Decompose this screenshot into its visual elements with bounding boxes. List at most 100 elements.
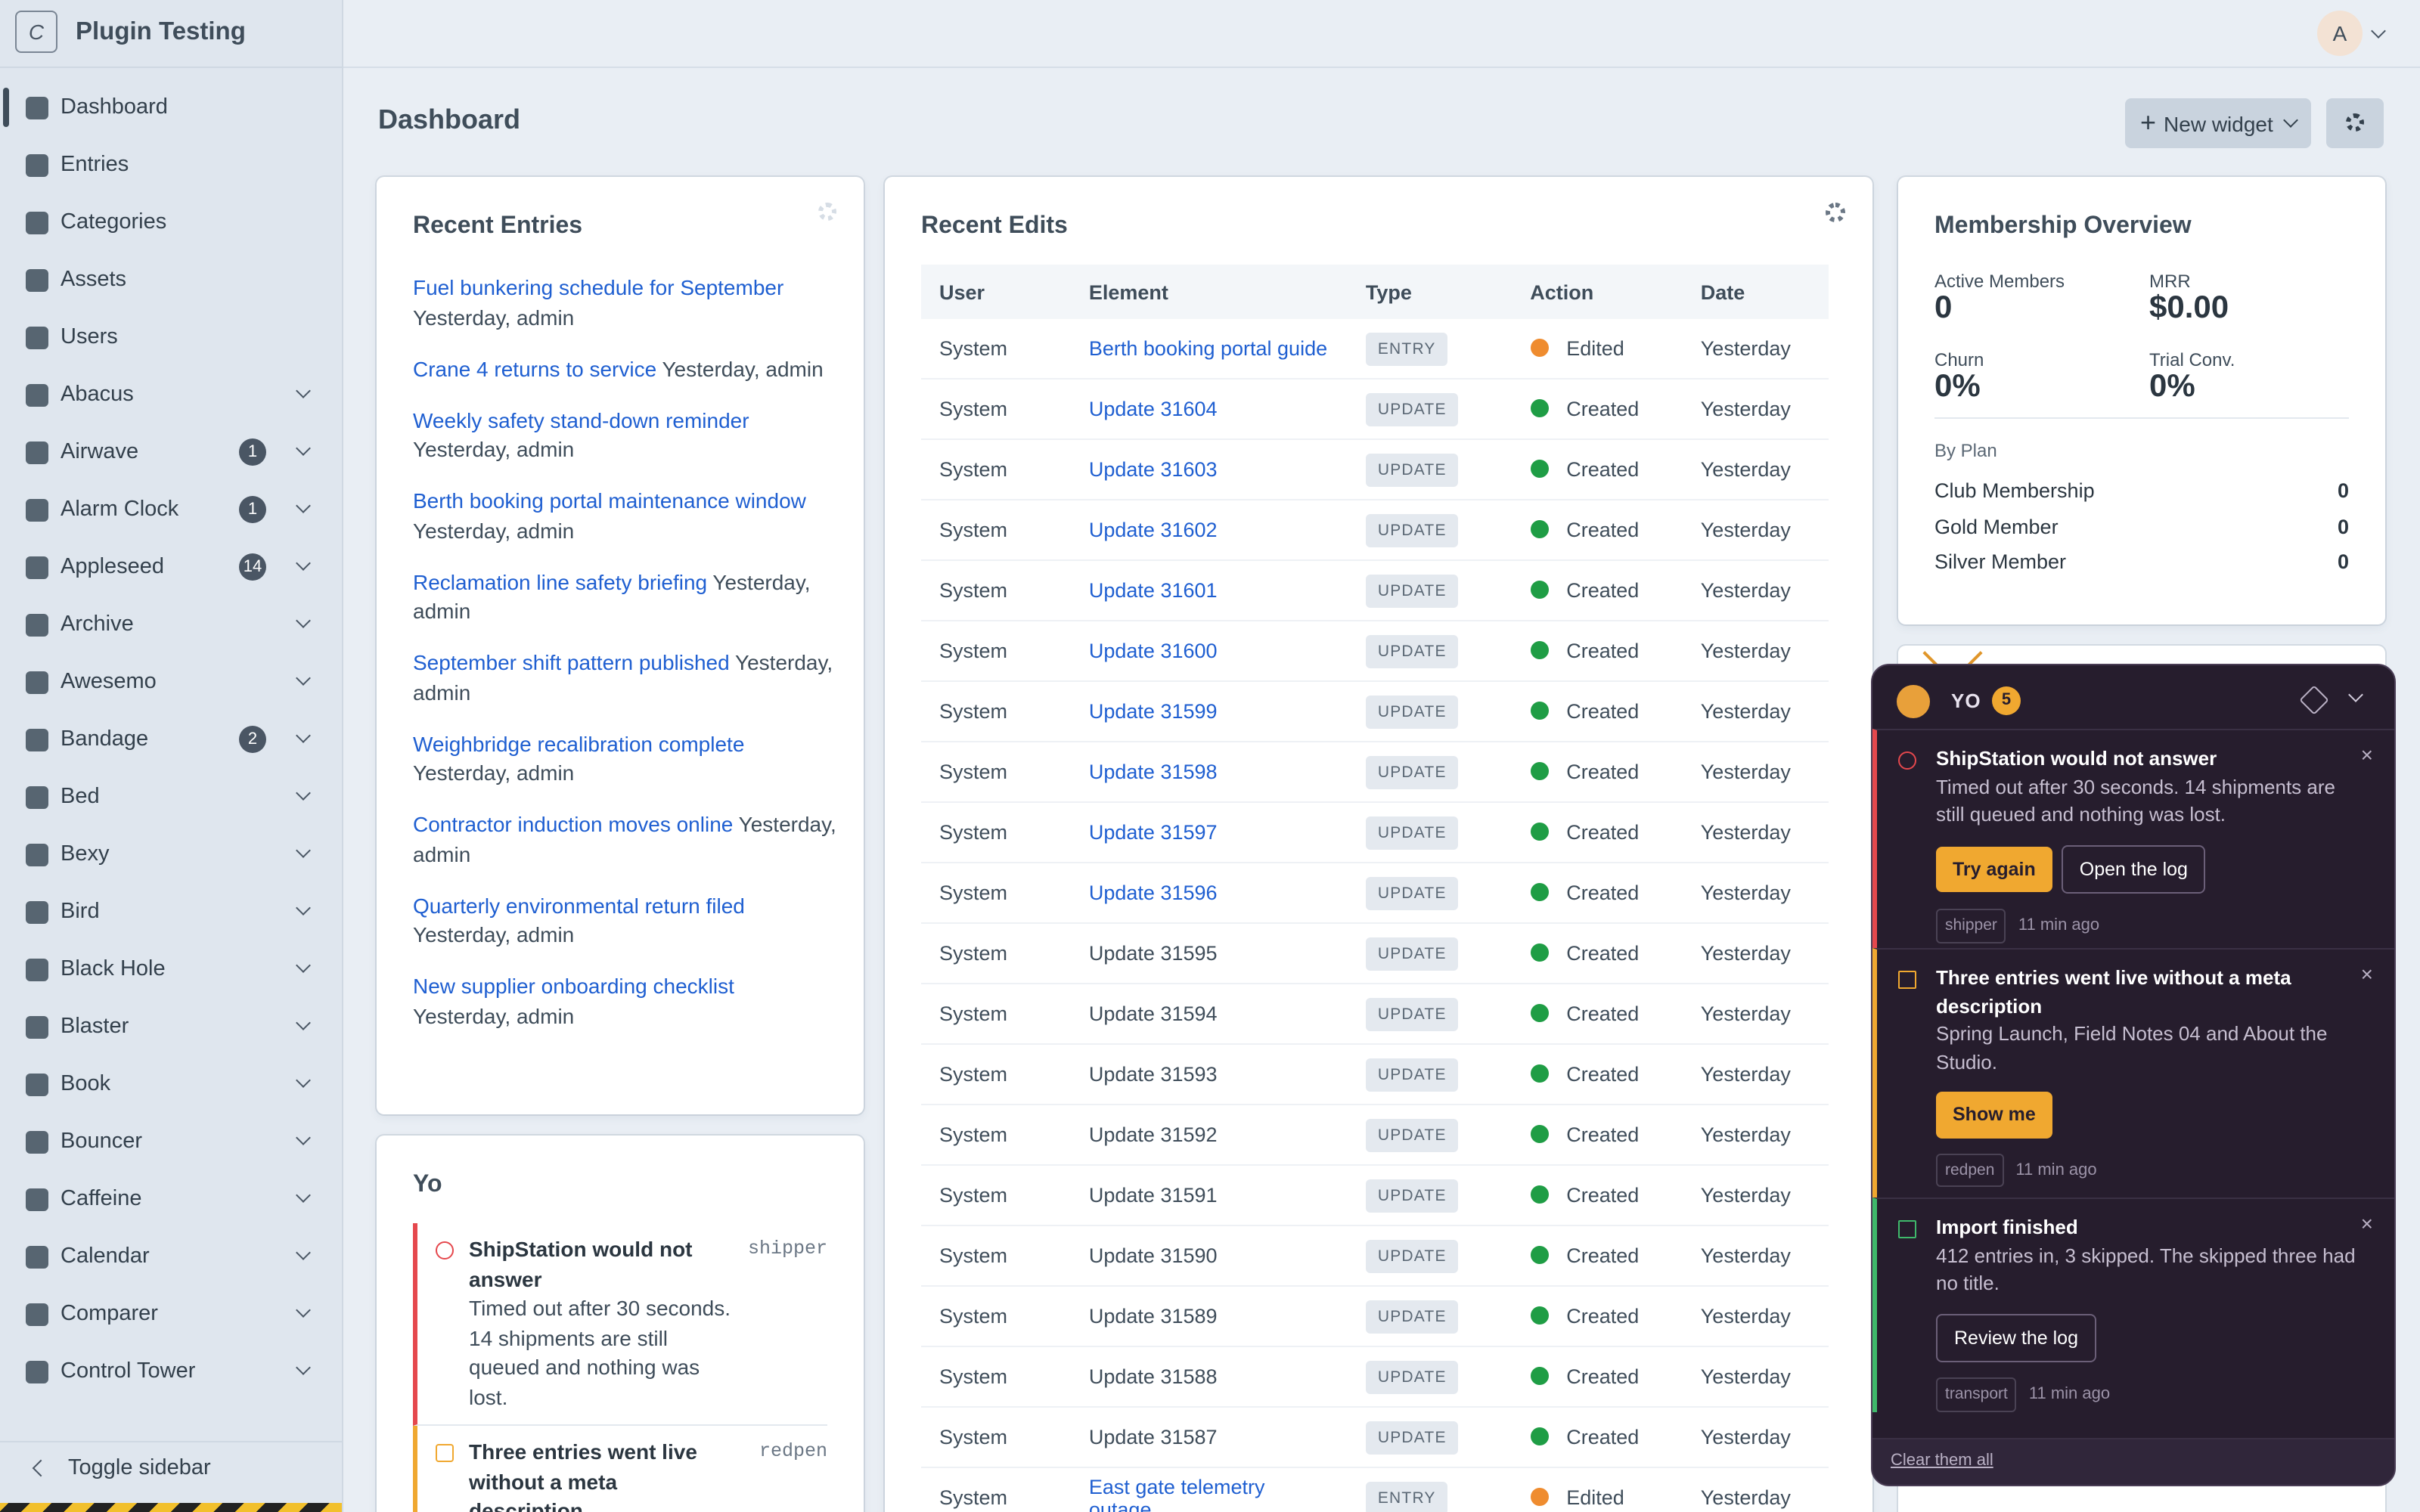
widget-gear[interactable] [818,203,836,221]
chevron[interactable] [296,1130,311,1145]
entry-meta: Yesterday, admin [413,761,575,785]
chevron[interactable] [296,785,311,801]
entry-link[interactable]: Crane 4 returns to service [413,356,657,380]
time: 11 min ago [2018,916,2100,934]
chevron[interactable] [296,1073,311,1088]
dismiss[interactable]: × [2360,742,2373,767]
nav-item[interactable]: Black Hole [0,943,342,995]
nav-item[interactable]: Control Tower [0,1346,342,1397]
cell-type: ENTRY [1348,1467,1512,1512]
nav-item[interactable]: Bexy [0,829,342,880]
toggle-sidebar[interactable]: Toggle sidebar [0,1441,342,1494]
element-text: Update 31593 [1088,1063,1218,1086]
chevron[interactable] [296,671,311,686]
avatar[interactable]: A [2317,11,2363,56]
nav-item[interactable]: Categories [0,197,342,248]
entry-link[interactable]: Weighbridge recalibration complete [413,731,745,755]
nav-badge: 2 [239,726,266,753]
status-dot [1530,823,1549,841]
chevron[interactable] [296,958,311,973]
entry-link[interactable]: September shift pattern published [413,650,730,674]
action-button[interactable]: Show me [1936,1092,2052,1138]
action-button[interactable]: Open the log [2061,844,2206,894]
nav-item[interactable]: Users [0,311,342,363]
chevron[interactable] [296,383,311,398]
chevron[interactable] [296,556,311,571]
table-row: System Update 31603 UPDATE Created Yesterday [921,439,1829,500]
element-link[interactable]: Update 31600 [1088,640,1218,662]
dismiss[interactable]: × [2360,962,2373,986]
logo: C [15,11,57,53]
nav-item[interactable]: Dashboard [0,82,342,133]
element-link[interactable]: Update 31597 [1088,821,1218,844]
nav-item[interactable]: Caffeine [0,1173,342,1225]
entry-link[interactable]: Contractor induction moves online [413,812,734,836]
entry-link[interactable]: Quarterly environmental return filed [413,893,745,917]
entry-link[interactable]: New supplier onboarding checklist [413,974,734,998]
element-link[interactable]: Update 31596 [1088,881,1218,904]
nav-item[interactable]: Book [0,1058,342,1110]
nav-item[interactable]: Alarm Clock 1 [0,484,342,535]
entry-meta: Yesterday, admin [413,812,836,866]
nav-item[interactable]: Abacus [0,369,342,420]
chevron[interactable] [296,843,311,858]
nav-label: Alarm Clock [60,497,179,522]
cell-date: Yesterday [1700,398,1791,420]
dismiss[interactable]: × [2360,1211,2373,1235]
entry-link[interactable]: Reclamation line safety briefing [413,569,708,593]
action-button[interactable]: Try again [1936,846,2052,892]
notification-title: Import finished [1936,1216,2078,1238]
nav-label: Bed [60,785,100,809]
entry-link[interactable]: Weekly safety stand-down reminder [413,407,749,432]
nav-item[interactable]: Airwave 1 [0,426,342,478]
element-link[interactable]: Update 31604 [1088,398,1218,420]
element-link[interactable]: Berth booking portal guide [1088,337,1328,360]
widget-gear[interactable] [1826,203,1845,222]
nav-item[interactable]: Bouncer [0,1116,342,1167]
element-link[interactable]: Update 31598 [1088,761,1218,783]
chevron[interactable] [296,1015,311,1030]
nav-icon [26,843,48,866]
nav-item[interactable]: Appleseed 14 [0,541,342,593]
nav-item[interactable]: Bird [0,886,342,937]
nav-item[interactable]: Awesemo [0,656,342,708]
cell-type: UPDATE [1348,1165,1512,1225]
collapse-chevron[interactable] [2348,687,2363,702]
action-button[interactable]: Review the log [1936,1313,2096,1362]
chevron[interactable] [296,1245,311,1260]
chevron[interactable] [296,498,311,513]
cell-user: System [939,1002,1008,1025]
entry-link[interactable]: Berth booking portal maintenance window [413,488,806,513]
nav-item[interactable]: Entries [0,139,342,191]
element-link[interactable]: Update 31599 [1088,700,1218,723]
element-link[interactable]: Update 31601 [1088,579,1218,602]
clear-all[interactable]: Clear them all [1872,1438,2394,1485]
new-widget-button[interactable]: + New widget [2125,98,2311,148]
cell-user: System [939,1426,1008,1448]
nav-item[interactable]: Blaster [0,1001,342,1052]
nav-item[interactable]: Archive [0,599,342,650]
nav-icon [26,96,48,119]
chevron[interactable] [296,1303,311,1318]
nav-item[interactable]: Bed [0,771,342,823]
nav-item[interactable]: Calendar [0,1231,342,1282]
chevron[interactable] [296,613,311,628]
entry-link[interactable]: Fuel bunkering schedule for September [413,275,784,299]
site-name[interactable]: Plugin Testing [76,18,246,45]
chevron[interactable] [296,728,311,743]
nav-item[interactable]: Comparer [0,1288,342,1340]
element-link[interactable]: Update 31602 [1088,519,1218,541]
chevron[interactable] [296,900,311,916]
table-row: System Update 31597 UPDATE Created Yesterday [921,802,1829,863]
element-link[interactable]: East gate telemetry outage [1088,1475,1265,1512]
chevron[interactable] [296,1188,311,1203]
cell-user: System [939,337,1008,360]
chevron[interactable] [296,1360,311,1375]
settings-button[interactable] [2326,98,2384,148]
element-link[interactable]: Update 31603 [1088,458,1218,481]
nav-item[interactable]: Bandage 2 [0,714,342,765]
nav-item[interactable]: Assets [0,254,342,305]
move-handle[interactable] [2299,685,2329,715]
cell-date: Yesterday [1700,337,1791,360]
chevron[interactable] [296,441,311,456]
